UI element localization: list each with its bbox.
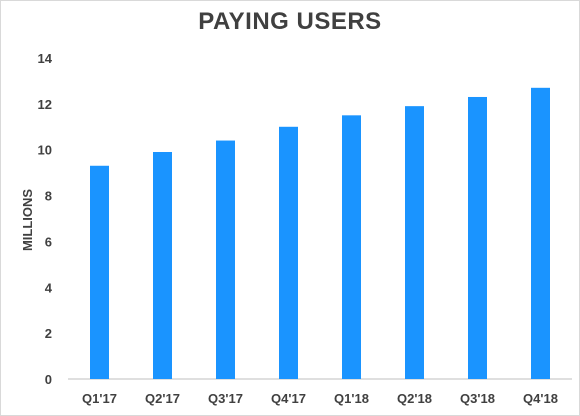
y-tick-label: 6	[45, 234, 52, 249]
bar	[216, 140, 235, 379]
x-tick-label: Q1'18	[334, 391, 369, 406]
bar	[468, 96, 487, 379]
x-tick-label: Q2'18	[397, 391, 432, 406]
y-tick-label: 4	[45, 280, 53, 295]
bar	[153, 152, 172, 379]
y-axis-ticks: 0 2 4 6 8 10 12 14	[38, 51, 53, 387]
y-tick-label: 8	[45, 189, 52, 204]
x-tick-label: Q4'17	[271, 391, 306, 406]
y-tick-label: 10	[38, 143, 52, 158]
bar	[90, 165, 109, 379]
x-tick-label: Q4'18	[523, 391, 558, 406]
bar	[279, 126, 298, 380]
chart-title: PAYING USERS	[198, 8, 382, 35]
x-tick-label: Q2'17	[145, 391, 180, 406]
x-tick-label: Q3'18	[460, 391, 495, 406]
y-tick-label: 2	[45, 326, 52, 341]
y-tick-label: 14	[38, 51, 53, 66]
bar	[405, 106, 424, 380]
bar	[342, 115, 361, 380]
x-axis-ticks: Q1'17 Q2'17 Q3'17 Q4'17 Q1'18 Q2'18 Q3'18 Q4'18	[82, 391, 558, 406]
x-tick-label: Q3'17	[208, 391, 243, 406]
x-tick-label: Q1'17	[82, 391, 117, 406]
bar	[531, 87, 550, 380]
bars	[90, 87, 550, 380]
y-tick-label: 0	[45, 372, 52, 387]
y-tick-label: 12	[38, 97, 52, 112]
y-axis-label: MILLIONS	[20, 189, 35, 251]
